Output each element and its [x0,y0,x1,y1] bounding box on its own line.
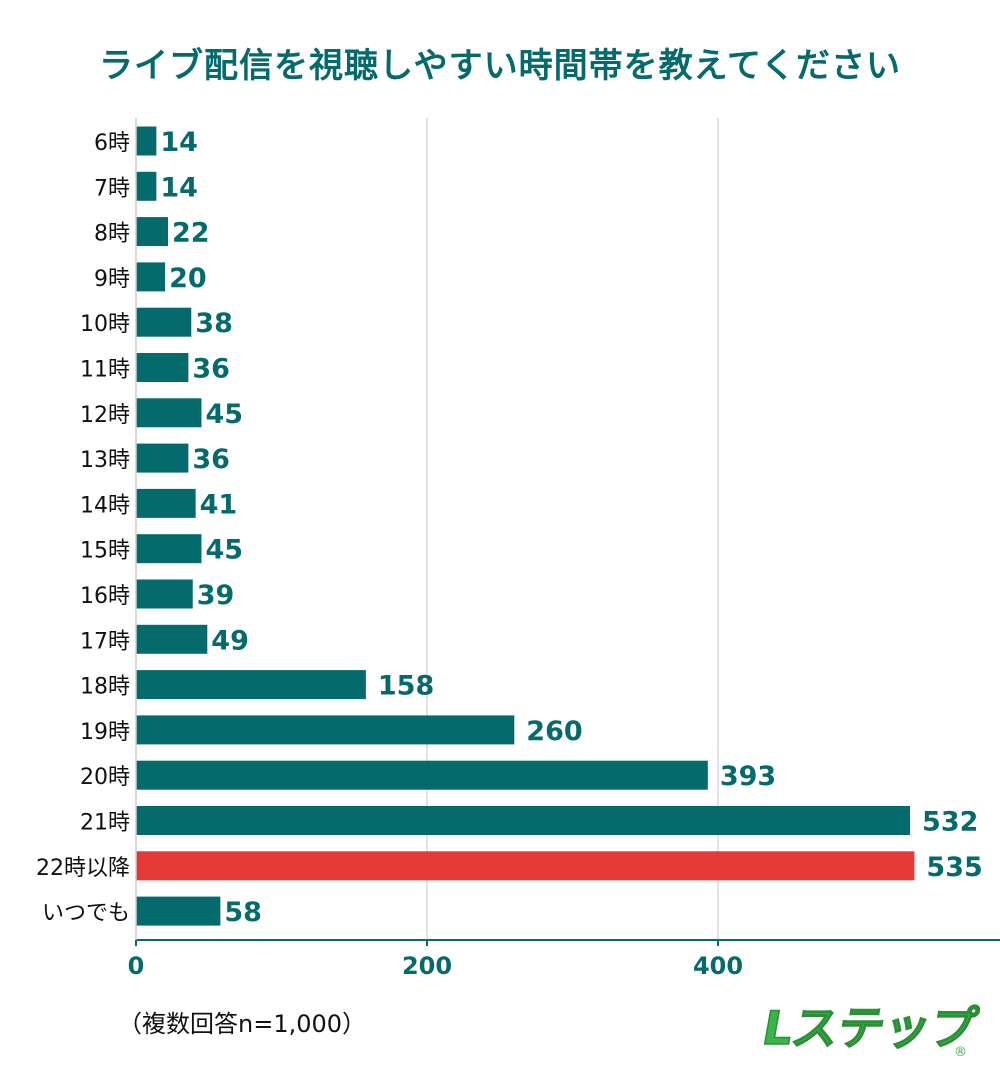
value-label: 393 [720,761,776,792]
category-label: 12時 [80,403,130,428]
bar [136,126,157,156]
category-label: 18時 [80,675,130,700]
category-label: 17時 [80,629,130,654]
bar [136,579,193,609]
value-labels: 14 14 22 20 38 36 45 36 41 45 39 49 158 260 393 532 535 5… [160,127,982,928]
value-label: 260 [526,716,582,747]
bar [136,806,911,835]
bar [136,534,202,564]
bar [136,896,221,926]
bar [136,488,196,518]
x-tick-label: 0 [128,952,145,980]
x-axis: 0 200 400 [128,118,1000,980]
value-label: 38 [195,308,233,339]
sample-note: （複数回答n=1,000） [118,1010,367,1038]
category-label: 15時 [80,539,130,564]
category-label: 6時 [94,131,130,156]
bar [136,443,189,473]
value-label: 49 [211,625,249,656]
category-label: いつでも [42,901,130,926]
category-label: 8時 [94,222,130,247]
category-label: 10時 [80,312,130,337]
category-labels: 6時 7時 8時 9時 10時 11時 12時 13時 14時 15時 16時 17時 18時 19時 20… [36,131,130,926]
bar [136,217,169,247]
category-label: 13時 [80,448,130,473]
value-label: 45 [205,535,243,566]
gridlines [426,118,719,940]
category-label: 11時 [80,358,130,383]
value-label: 14 [160,127,198,158]
bar [136,624,208,654]
value-label: 532 [922,807,978,838]
bar [136,171,157,201]
value-label: 22 [172,218,210,249]
chart-title: ライブ配信を視聴しやすい時間帯を教えてください [99,46,901,86]
x-tick-label: 400 [693,952,743,980]
value-label: 36 [192,354,230,385]
svg-text:®: ® [954,1045,967,1060]
value-label: 58 [224,897,262,928]
category-label: 19時 [80,720,130,745]
category-label: 16時 [80,584,130,609]
bar [136,760,708,790]
category-label: 22時以降 [36,856,130,881]
value-label: 41 [200,489,238,520]
svg-text:Lステップ: Lステップ [759,1001,980,1055]
category-label: 14時 [80,493,130,518]
bar [136,398,202,428]
category-label: 20時 [80,765,130,790]
value-label: 535 [926,852,982,883]
category-label: 7時 [94,176,130,201]
value-label: 36 [192,444,230,475]
x-tick-label: 200 [402,952,452,980]
bar-highlight [136,851,915,881]
value-label: 45 [205,399,243,430]
value-label: 39 [197,580,235,611]
bar [136,307,192,337]
bar [136,670,366,700]
bar [136,715,515,745]
bar [136,353,189,382]
bar [136,262,166,292]
value-label: 158 [378,671,434,702]
value-label: 20 [169,263,207,294]
category-label: 21時 [80,811,130,836]
bars [136,126,915,926]
category-label: 9時 [94,267,130,292]
lstep-logo: Lステップ ® [758,1001,980,1060]
value-label: 14 [160,172,198,203]
